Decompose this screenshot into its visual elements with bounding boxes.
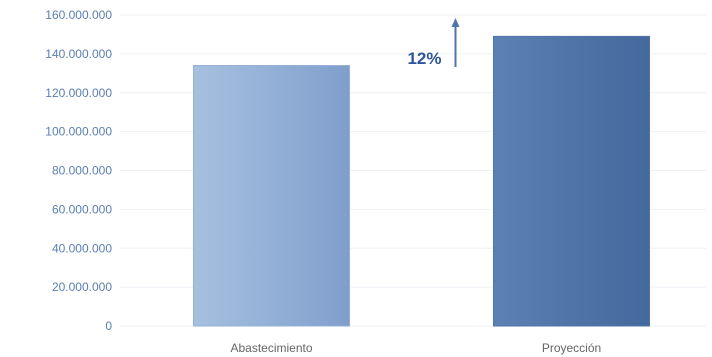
y-tick-label: 40.000.000 — [52, 241, 112, 255]
annotation-percent: 12% — [407, 49, 441, 68]
y-tick-label: 60.000.000 — [52, 202, 112, 216]
x-category-label: Abastecimiento — [230, 341, 312, 355]
x-axis-categories: Abastecimiento Proyección — [230, 341, 601, 355]
y-axis-ticks: 0 20.000.000 40.000.000 60.000.000 80.000.00… — [45, 8, 112, 333]
y-tick-label: 160.000.000 — [45, 8, 112, 22]
y-tick-label: 120.000.000 — [45, 86, 112, 100]
y-tick-label: 140.000.000 — [45, 47, 112, 61]
y-tick-label: 20.000.000 — [52, 280, 112, 294]
y-tick-label: 100.000.000 — [45, 125, 112, 139]
y-tick-label: 80.000.000 — [52, 164, 112, 178]
bar-0 — [193, 65, 350, 327]
bars — [193, 35, 650, 327]
arrow-head-icon — [451, 18, 460, 27]
bar-1 — [493, 35, 650, 327]
x-category-label: Proyección — [542, 341, 601, 355]
y-tick-label: 0 — [105, 319, 112, 333]
annotation: 12% — [407, 18, 460, 68]
